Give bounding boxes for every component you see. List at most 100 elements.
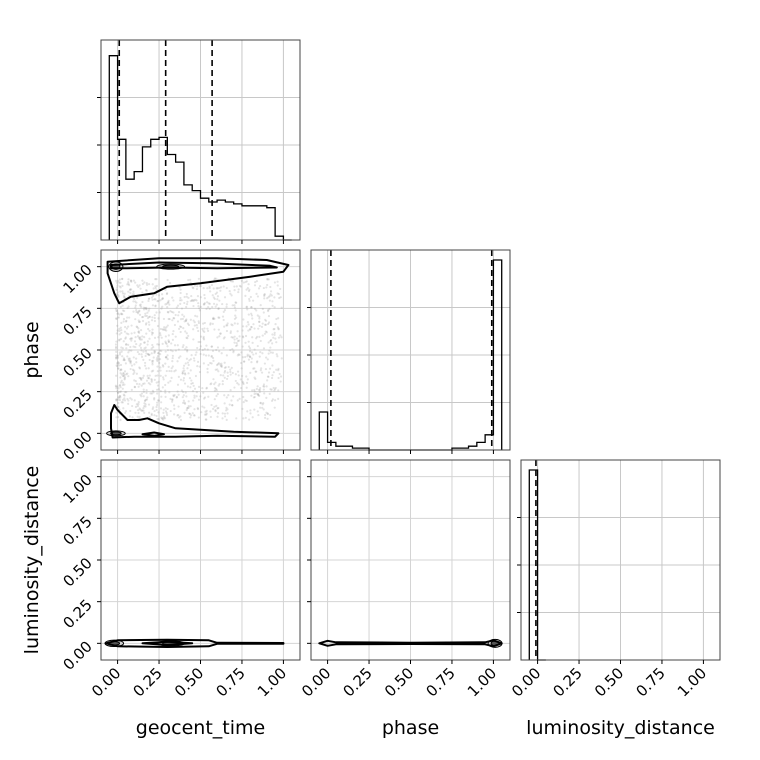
scatter-point xyxy=(268,349,271,352)
scatter-point xyxy=(156,374,159,377)
scatter-point xyxy=(152,287,155,290)
scatter-point xyxy=(268,392,271,395)
scatter-point xyxy=(241,374,244,378)
scatter-point xyxy=(229,331,232,335)
scatter-point xyxy=(218,286,221,290)
scatter-point xyxy=(235,301,238,304)
scatter-point xyxy=(166,324,169,327)
scatter-point xyxy=(250,306,253,309)
scatter-point xyxy=(251,341,254,344)
scatter-point xyxy=(178,299,182,302)
y-tick-label: 0.25 xyxy=(59,596,95,632)
scatter-point xyxy=(266,412,269,415)
scatter-point xyxy=(174,369,177,372)
scatter-point xyxy=(151,283,154,286)
scatter-point xyxy=(222,310,225,313)
scatter-point xyxy=(116,284,119,287)
scatter-point xyxy=(182,379,185,382)
scatter-point xyxy=(148,415,151,419)
scatter-point xyxy=(241,380,244,383)
scatter-point xyxy=(238,397,241,400)
scatter-point xyxy=(279,334,282,337)
scatter-point xyxy=(269,346,272,349)
scatter-point xyxy=(127,351,130,354)
scatter-point xyxy=(225,406,228,409)
scatter-point xyxy=(182,315,186,318)
scatter-point xyxy=(257,327,260,330)
scatter-point xyxy=(196,346,199,350)
scatter-point xyxy=(212,302,216,305)
scatter-point xyxy=(120,346,123,349)
scatter-point xyxy=(208,307,211,310)
scatter-point xyxy=(244,416,247,419)
scatter-point xyxy=(154,304,157,307)
scatter-point xyxy=(123,376,127,379)
scatter-point xyxy=(118,351,122,354)
scatter-point xyxy=(188,377,192,380)
scatter-point xyxy=(144,323,148,326)
scatter-point xyxy=(156,359,159,363)
scatter-point xyxy=(141,316,144,319)
scatter-point xyxy=(136,296,139,300)
scatter-point xyxy=(197,320,200,323)
scatter-point xyxy=(148,411,151,414)
scatter-point xyxy=(211,356,215,360)
scatter-point xyxy=(216,415,219,418)
scatter-point xyxy=(210,362,213,365)
scatter-point xyxy=(179,288,182,291)
scatter-point xyxy=(200,411,203,414)
scatter-point xyxy=(165,369,168,373)
scatter-point xyxy=(205,344,208,347)
scatter-point xyxy=(271,342,274,345)
scatter-point xyxy=(183,402,187,405)
scatter-point xyxy=(151,304,155,307)
scatter-point xyxy=(143,341,146,344)
scatter-point xyxy=(157,352,160,355)
scatter-point xyxy=(139,305,143,308)
scatter-point xyxy=(205,386,208,389)
scatter-point xyxy=(256,410,259,413)
scatter-point xyxy=(122,320,125,323)
scatter-point xyxy=(277,367,280,370)
scatter-point xyxy=(259,406,262,409)
scatter-point xyxy=(257,388,261,392)
scatter-point xyxy=(242,417,245,420)
scatter-point xyxy=(162,416,166,419)
scatter-point xyxy=(118,396,121,399)
scatter-point xyxy=(226,408,229,411)
scatter-point xyxy=(139,393,142,396)
scatter-point xyxy=(173,370,176,373)
scatter-point xyxy=(241,345,244,348)
scatter-point xyxy=(132,300,135,303)
scatter-point xyxy=(167,299,170,302)
scatter-point xyxy=(134,345,137,349)
histogram-step xyxy=(108,55,292,241)
scatter-point xyxy=(153,350,156,353)
scatter-point xyxy=(271,304,274,307)
scatter-point xyxy=(144,403,147,406)
scatter-point xyxy=(167,365,170,368)
scatter-point xyxy=(124,336,127,339)
scatter-point xyxy=(205,412,208,415)
scatter-point xyxy=(273,388,277,391)
scatter-point xyxy=(273,333,276,336)
scatter-point xyxy=(245,381,249,384)
scatter-point xyxy=(212,359,215,362)
scatter-point xyxy=(168,303,171,306)
scatter-point xyxy=(125,347,128,350)
scatter-point xyxy=(160,401,163,404)
scatter-point xyxy=(179,325,182,328)
scatter-point xyxy=(215,404,218,407)
scatter-point xyxy=(137,330,140,334)
scatter-point xyxy=(242,381,245,384)
scatter-point xyxy=(210,283,214,287)
scatter-point xyxy=(145,322,148,325)
scatter-point xyxy=(145,389,148,392)
scatter-point xyxy=(122,372,125,375)
scatter-point xyxy=(123,377,126,380)
scatter-point xyxy=(265,385,268,388)
scatter-point xyxy=(196,365,199,368)
scatter-point xyxy=(176,304,180,307)
panel-geocent_time-geocent_time xyxy=(97,39,301,244)
scatter-point xyxy=(129,288,132,291)
